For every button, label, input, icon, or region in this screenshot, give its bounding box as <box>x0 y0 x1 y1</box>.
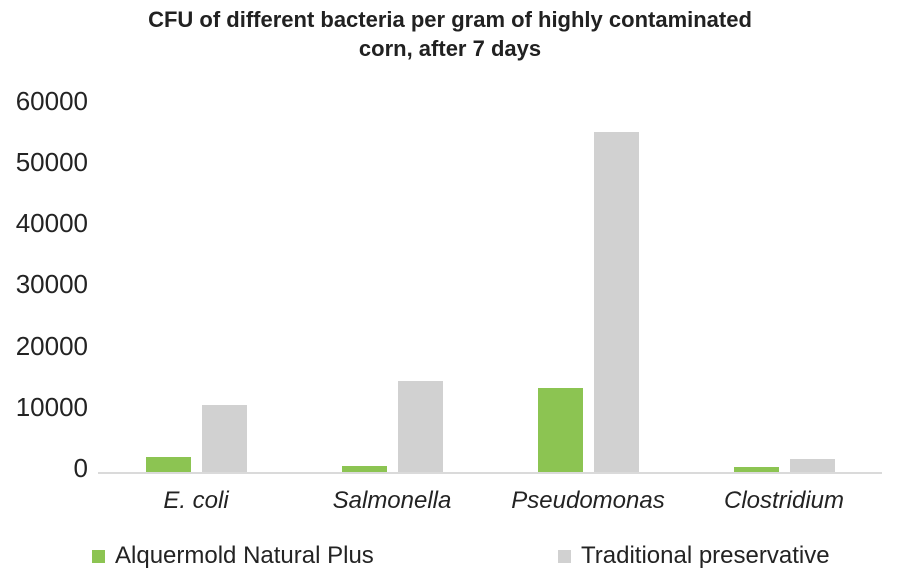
bar-group-pseudomonas <box>490 104 686 472</box>
y-tick-label: 40000 <box>15 208 88 238</box>
bar-traditional-preservative <box>593 132 639 472</box>
x-category-label: Clostridium <box>723 487 845 514</box>
y-tick-label: 10000 <box>15 391 88 422</box>
y-axis-tick-labels: 0 10000 20000 30000 40000 50000 60000 <box>0 0 88 574</box>
legend-item-traditional-preservative: Traditional preservative <box>558 542 830 570</box>
y-tick-label: 0 <box>73 453 88 483</box>
x-category-label: Salmonella <box>332 487 452 514</box>
bar-alquermold-natural-plus <box>341 465 387 472</box>
legend-item-alquermold-natural-plus: Alquermold Natural Plus <box>92 542 374 570</box>
legend-label: Alquermold Natural Plus <box>115 542 374 569</box>
bar-group-salmonella <box>294 104 490 472</box>
plot-area <box>98 104 882 474</box>
bar-traditional-preservative <box>789 459 835 472</box>
bar-traditional-preservative <box>397 380 443 472</box>
legend: Alquermold Natural Plus Traditional prese… <box>0 542 900 570</box>
bar-alquermold-natural-plus <box>733 467 779 472</box>
bar-group-clostridium <box>686 104 882 472</box>
legend-swatch-icon <box>92 549 105 563</box>
chart-title-line-2: corn, after 7 days <box>358 36 542 61</box>
x-category-label: E. coli <box>163 487 229 514</box>
x-category-label: Pseudomonas <box>511 487 665 514</box>
chart-title: CFU of different bacteria per gram of hi… <box>0 5 900 63</box>
bar-traditional-preservative <box>201 404 247 472</box>
y-tick-label: 60000 <box>15 85 88 116</box>
x-axis-category-labels: E. coli Salmonella Pseudomonas Clostridium <box>98 486 882 516</box>
y-tick-label: 50000 <box>15 146 88 177</box>
bar-alquermold-natural-plus <box>537 388 583 472</box>
bar-alquermold-natural-plus <box>145 457 191 472</box>
legend-label: Traditional preservative <box>581 542 830 569</box>
y-tick-label: 20000 <box>15 330 88 361</box>
bar-group-e-coli <box>98 104 294 472</box>
legend-swatch-icon <box>558 549 571 563</box>
chart-title-line-1: CFU of different bacteria per gram of hi… <box>148 7 752 32</box>
y-tick-label: 30000 <box>15 269 88 300</box>
bar-groups <box>98 104 882 472</box>
